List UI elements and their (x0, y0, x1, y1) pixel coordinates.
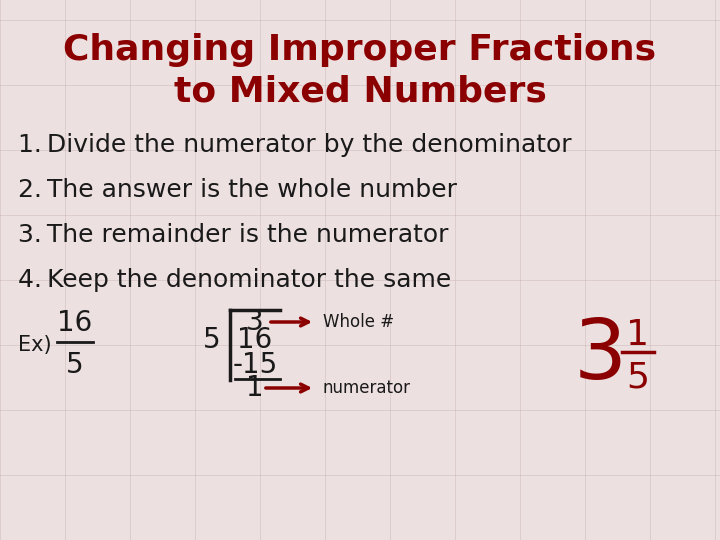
Text: 1. Divide the numerator by the denominator: 1. Divide the numerator by the denominat… (18, 133, 572, 157)
Text: 4. Keep the denominator the same: 4. Keep the denominator the same (18, 268, 451, 292)
Text: Changing Improper Fractions: Changing Improper Fractions (63, 33, 657, 67)
Text: 3. The remainder is the numerator: 3. The remainder is the numerator (18, 223, 449, 247)
Text: numerator: numerator (323, 379, 411, 397)
Text: 2. The answer is the whole number: 2. The answer is the whole number (18, 178, 457, 202)
Text: 16: 16 (238, 326, 273, 354)
Text: -15: -15 (233, 351, 278, 379)
Text: Whole #: Whole # (323, 313, 394, 331)
Text: 5: 5 (626, 360, 649, 394)
Text: 16: 16 (58, 309, 93, 337)
Text: 1: 1 (626, 318, 649, 352)
Text: 3: 3 (574, 314, 626, 395)
Text: to Mixed Numbers: to Mixed Numbers (174, 75, 546, 109)
Text: 1: 1 (246, 374, 264, 402)
Text: Ex): Ex) (18, 335, 52, 355)
Text: 5: 5 (203, 326, 221, 354)
Text: 5: 5 (66, 351, 84, 379)
Text: 3: 3 (246, 308, 264, 336)
